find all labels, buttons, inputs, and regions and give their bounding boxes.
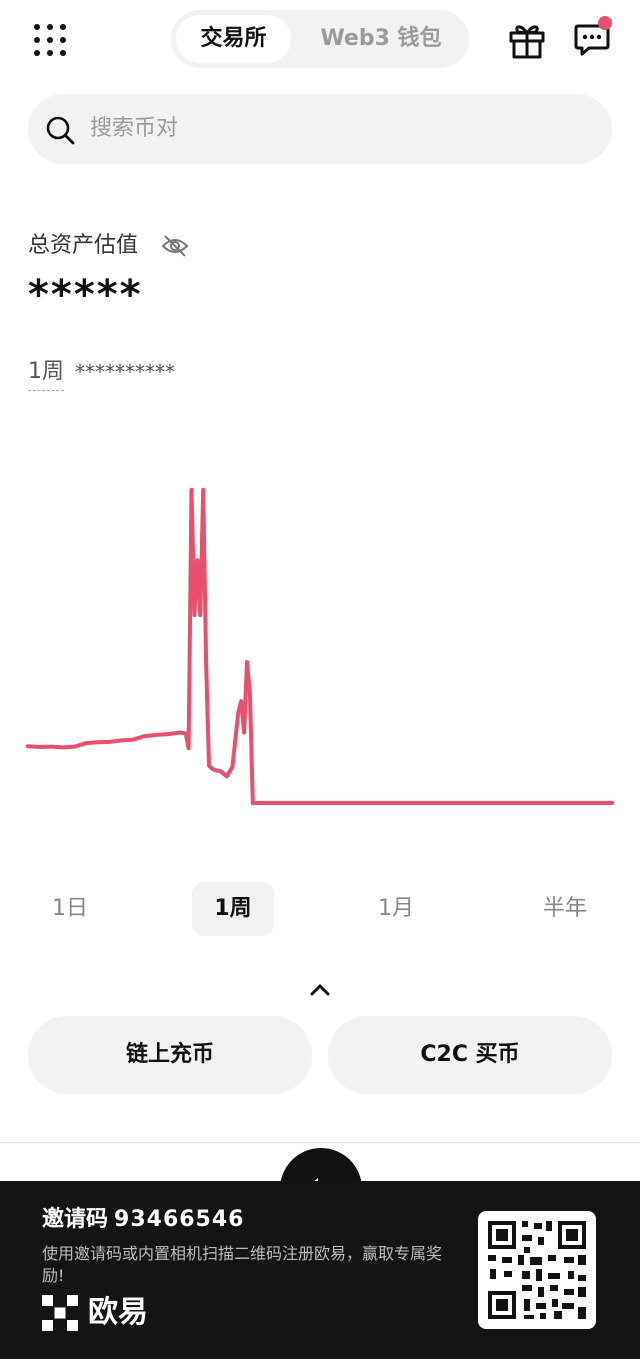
range-tab-6m[interactable]: 半年 — [542, 896, 587, 921]
brand-name: 欧易 — [88, 1295, 148, 1330]
okx-logo-icon — [42, 1295, 78, 1331]
qr-code — [478, 1211, 596, 1329]
top-bar: 交易所 Web3 钱包 — [0, 0, 640, 80]
c2c-buy-button[interactable]: C2C 买币 — [328, 1016, 612, 1094]
total-assets-label: 总资产估值 — [28, 233, 139, 258]
tab-web3-wallet[interactable]: Web3 钱包 — [320, 26, 442, 51]
mode-switch: 交易所 Web3 钱包 — [171, 10, 469, 68]
invite-promo-banner: 邀请码 93466546 使用邀请码或内置相机扫描二维码注册欧易，赢取专属奖励! … — [0, 1181, 640, 1359]
range-tab-1m[interactable]: 1月 — [378, 896, 414, 921]
divider — [0, 1142, 640, 1143]
invite-code: 93466546 — [114, 1207, 245, 1232]
notification-badge — [598, 16, 612, 30]
period-label[interactable]: 1周 — [28, 356, 64, 391]
chevron-up-icon[interactable] — [308, 982, 332, 998]
range-tab-1w[interactable]: 1周 — [192, 882, 274, 936]
promo-description: 使用邀请码或内置相机扫描二维码注册欧易，赢取专属奖励! — [42, 1244, 443, 1285]
range-tab-1d[interactable]: 1日 — [52, 896, 88, 921]
search-bar[interactable]: 搜索币对 — [28, 94, 612, 164]
eye-hidden-icon[interactable] — [160, 232, 190, 260]
period-change-value: ********** — [75, 360, 175, 384]
total-assets-value: ***** — [28, 272, 143, 318]
invite-label: 邀请码 — [42, 1207, 109, 1232]
asset-line-chart — [26, 487, 614, 805]
chart-series-line — [26, 487, 614, 805]
tab-exchange[interactable]: 交易所 — [176, 15, 291, 63]
search-icon — [46, 116, 75, 145]
search-placeholder: 搜索币对 — [90, 116, 179, 141]
grid-menu-icon[interactable] — [32, 22, 68, 58]
onchain-deposit-button[interactable]: 链上充币 — [28, 1016, 312, 1094]
invite-code-line: 邀请码 93466546 — [42, 1205, 244, 1235]
qr-code-icon — [488, 1221, 586, 1319]
gift-icon[interactable] — [508, 20, 546, 60]
